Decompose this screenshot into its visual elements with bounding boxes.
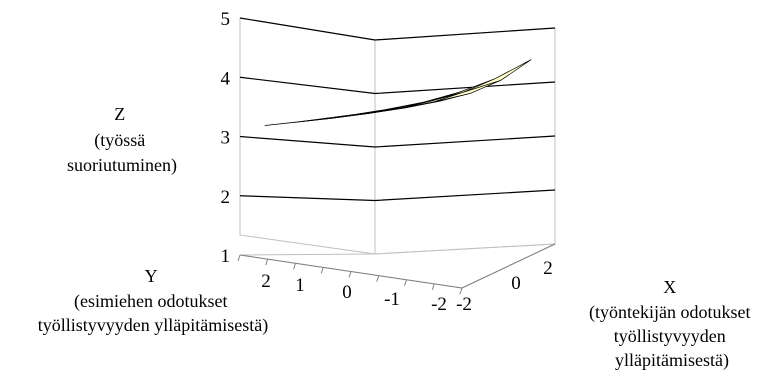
z-tick-label: 5 (221, 9, 231, 30)
z-gridlines (239, 17, 556, 202)
y-tick-mark (348, 271, 352, 278)
y-tick-label: 0 (342, 282, 352, 303)
surface-cell (464, 59, 532, 93)
y-axis-label-line-3: työllistyvyyden ylläpitämisestä) (38, 315, 268, 336)
y-tick-mark (237, 254, 241, 262)
y-tick-mark (320, 267, 324, 274)
x-tick-label: -2 (456, 294, 472, 315)
floor-front-right-edge (461, 243, 556, 289)
z-tick-label: 2 (221, 187, 231, 208)
y-tick-mark (265, 258, 269, 266)
x-axis-label-line-4: ylläpitämisestä) (615, 350, 729, 371)
y-tick-label: 2 (261, 271, 271, 292)
surface-mesh (264, 59, 532, 126)
gridline-z-2 (239, 189, 556, 202)
y-tick-marks (237, 254, 463, 295)
y-axis-label-line-2: (esimiehen odotukset (74, 291, 227, 312)
y-tick-mark (404, 279, 407, 286)
z-tick-label: 4 (221, 68, 231, 89)
x-tick-label: 0 (511, 273, 521, 294)
x-axis-label-line-1: X (663, 277, 676, 297)
gridline-z-4 (239, 76, 556, 95)
z-tick-label: 1 (221, 246, 231, 267)
x-axis-label-line-3: työllistyvyyden (614, 326, 726, 346)
y-tick-mark (459, 287, 463, 295)
z-axis-label-line-3: suoriutuminen) (67, 155, 177, 176)
z-axis-label-line-1: Z (114, 104, 125, 124)
z-tick-label: 3 (221, 128, 231, 149)
y-tick-mark (431, 283, 435, 291)
z-axis-label-line-2: (työssä (94, 130, 145, 151)
y-tick-mark (376, 275, 380, 282)
z-axis-label: Z (työssä suoriutuminen) (67, 104, 177, 176)
x-tick-labels: -2 0 2 (456, 258, 553, 315)
back-walls (239, 17, 556, 255)
z-tick-labels: 1 2 3 4 5 (221, 9, 231, 267)
x-tick-label: 2 (543, 258, 553, 279)
y-axis-label-line-1: Y (145, 266, 158, 286)
y-tick-labels: 2 1 0 -1 -2 (261, 271, 447, 315)
gridline-z-3 (239, 135, 556, 148)
y-tick-label: 1 (295, 275, 305, 296)
gridline-z-5 (239, 17, 556, 41)
y-tick-label: -2 (431, 294, 447, 315)
floor (239, 243, 556, 289)
y-axis-label: Y (esimiehen odotukset työllistyvyyden y… (38, 266, 268, 336)
x-axis-label-line-2: (työntekijän odotukset (589, 302, 750, 323)
y-tick-label: -1 (384, 289, 400, 310)
y-tick-mark (293, 263, 296, 270)
left-wall (239, 17, 376, 255)
x-axis-label: X (työntekijän odotukset työllistyvyyden… (589, 277, 755, 371)
